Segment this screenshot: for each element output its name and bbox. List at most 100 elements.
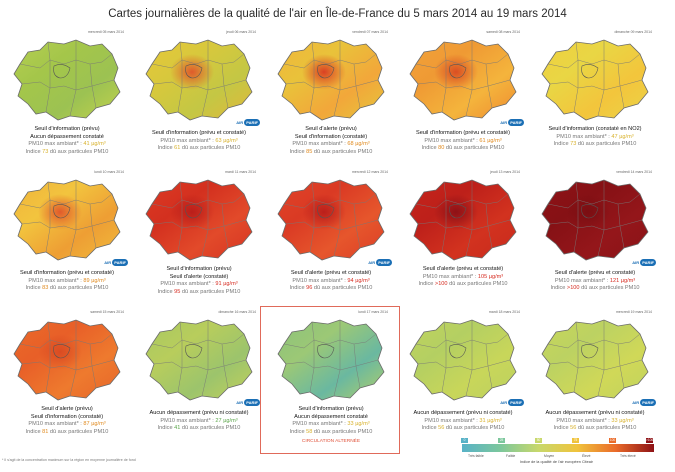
department-border — [573, 181, 579, 253]
department-border — [19, 193, 113, 209]
pm10-value: 91 µg/m³ — [215, 281, 238, 288]
caption-pm10: PM10 max ambiant* : 47 µg/m³ — [532, 134, 658, 142]
index-rest: dû aux particules PM10 — [576, 141, 637, 148]
department-border — [89, 343, 97, 389]
caption-index: Indice 81 dû aux particules PM10 — [4, 429, 130, 437]
caption-pm10: PM10 max ambiant* : 68 µg/m³ — [268, 141, 394, 149]
index-label: Indice — [418, 281, 435, 288]
ile-de-france-map — [277, 39, 385, 121]
circulation-alternee: CIRCULATION ALTERNÉE — [301, 439, 361, 445]
ile-de-france-map — [277, 319, 385, 401]
index-value: 41 — [174, 425, 181, 432]
paris-border — [581, 344, 599, 359]
map-panel: mercredi 19 mars 2014 AIR PARIF Aucun dépa… — [532, 310, 658, 450]
pollution-hotspot — [38, 334, 82, 370]
region-outline — [277, 319, 385, 401]
caption-status-2: Seuil d'information (constaté) — [30, 413, 104, 420]
index-label: Indice — [157, 425, 175, 432]
ile-de-france-map — [541, 179, 649, 261]
department-border — [441, 41, 447, 113]
logo-parif-text: PARIF — [244, 119, 260, 126]
pm10-value: 94 µg/m³ — [347, 277, 370, 284]
department-border — [45, 181, 51, 253]
caption-pm10: PM10 max ambiant* : 31 µg/m³ — [400, 418, 526, 426]
map-caption: Seuil d'alerte (prévu et constaté) PM10 m… — [532, 270, 658, 293]
region-outline — [13, 39, 121, 121]
index-value: 56 — [438, 425, 445, 432]
department-border — [309, 181, 315, 253]
department-border — [353, 343, 361, 389]
department-border — [441, 181, 447, 253]
index-value: 73 — [570, 141, 577, 148]
map-panel: lundi 17 mars 2014 Seuil d'information (p… — [268, 310, 394, 450]
department-border — [45, 41, 51, 113]
caption-status: Seuil d'information (prévu) — [34, 126, 100, 132]
department-border — [617, 343, 625, 389]
caption-status: Seuil d'alerte (prévu et constaté) — [422, 266, 504, 272]
department-border — [597, 320, 605, 397]
index-value: 81 — [42, 428, 49, 435]
map-date: mardi 11 mars 2014 — [225, 170, 256, 174]
department-border — [547, 53, 641, 69]
caption-status: Seuil d'information (constaté en NO2) — [548, 126, 642, 132]
index-value: 85 — [306, 148, 313, 155]
department-border — [177, 181, 183, 253]
department-border — [441, 321, 447, 393]
department-border — [415, 333, 509, 349]
map-caption: Seuil d'alerte (prévu et constaté) PM10 m… — [268, 270, 394, 293]
department-border — [19, 53, 113, 69]
legend-tick: 100 — [609, 438, 616, 443]
airparif-logo: AIR PARIF — [362, 258, 392, 267]
caption-status: Aucun dépassement (prévu ni constaté) — [149, 410, 249, 416]
legend-tick: >100 — [646, 438, 654, 443]
index-value: >100 — [434, 281, 448, 288]
index-label: Indice — [553, 425, 571, 432]
index-label: Indice — [25, 285, 43, 292]
caption-status-2: Seuil d'information (constaté) — [294, 133, 368, 140]
airparif-logo: AIR PARIF — [230, 118, 260, 127]
caption-index: Indice 73 dû aux particules PM10 — [4, 149, 130, 157]
index-value: 80 — [438, 145, 445, 152]
pollution-hotspot — [566, 194, 610, 230]
airparif-logo: AIR PARIF — [98, 258, 128, 267]
pm10-value: 33 µg/m³ — [347, 421, 370, 428]
department-border — [547, 333, 641, 349]
ile-de-france-map — [541, 319, 649, 401]
map-date: dimanche 09 mars 2014 — [614, 30, 652, 34]
department-border — [177, 321, 183, 393]
department-border — [45, 321, 51, 393]
department-border — [415, 53, 509, 69]
pm10-label: PM10 max ambiant* : — [28, 141, 84, 148]
map-date: mardi 18 mars 2014 — [488, 310, 520, 314]
caption-status: Seuil d'alerte (prévu) — [41, 406, 93, 412]
map-caption: Seuil d'information (prévu et constaté) P… — [136, 130, 262, 153]
map-date: lundi 17 mars 2014 — [358, 310, 388, 314]
paris-border — [317, 344, 335, 359]
map-caption: Seuil d'information (prévu et constaté) P… — [400, 130, 526, 153]
department-border — [485, 63, 493, 109]
legend-tick: 75 — [572, 438, 579, 443]
department-border — [465, 320, 473, 397]
caption-index: Indice 85 dû aux particules PM10 — [268, 149, 394, 157]
index-rest: dû aux particules PM10 — [180, 288, 241, 295]
caption-status: Seuil d'information (prévu) — [166, 266, 232, 272]
map-caption: Seuil d'alerte (prévu et constaté) PM10 m… — [400, 266, 526, 289]
map-date: vendredi 14 mars 2014 — [616, 170, 652, 174]
ile-de-france-map — [409, 179, 517, 261]
ile-de-france-map — [13, 39, 121, 121]
caption-index: Indice 61 dû aux particules PM10 — [136, 145, 262, 153]
caption-status: Seuil d'alerte (prévu et constaté) — [554, 270, 636, 276]
logo-parif-text: PARIF — [640, 399, 656, 406]
department-border — [89, 63, 97, 109]
legend-caption: Indice de la qualité de l'air européen C… — [520, 460, 593, 464]
map-caption: Seuil d'information (prévu) Aucun dépasse… — [268, 406, 394, 446]
map-caption: Aucun dépassement (prévu ni constaté) PM1… — [136, 410, 262, 433]
paris-border — [53, 64, 71, 79]
ile-de-france-map — [277, 179, 385, 261]
pollution-hotspot — [38, 194, 82, 230]
ile-de-france-map — [145, 319, 253, 401]
index-rest: dû aux particules PM10 — [48, 148, 109, 155]
index-rest: dû aux particules PM10 — [180, 425, 241, 432]
pm10-label: PM10 max ambiant* : — [292, 421, 348, 428]
index-label: Indice — [553, 141, 571, 148]
